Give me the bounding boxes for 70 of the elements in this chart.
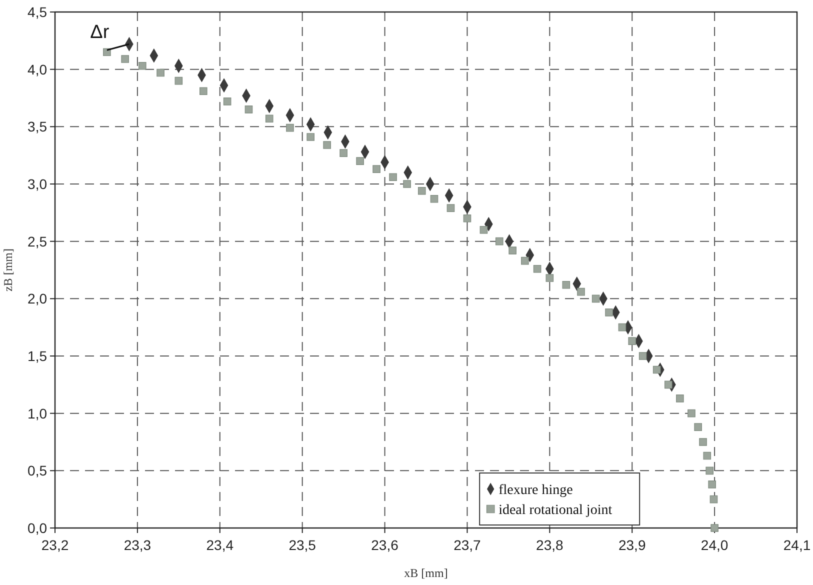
point xyxy=(694,423,702,431)
point xyxy=(480,226,488,234)
y-tick-label: 1,0 xyxy=(28,405,48,422)
point xyxy=(403,180,411,188)
point xyxy=(463,214,472,222)
x-tick-label: 23,6 xyxy=(371,537,399,553)
point xyxy=(121,55,129,63)
point xyxy=(562,281,570,289)
point xyxy=(664,380,672,389)
y-tick-label: 0,5 xyxy=(28,462,48,479)
point xyxy=(708,480,716,488)
point xyxy=(138,62,146,70)
point xyxy=(103,48,111,56)
x-tick-label: 24,0 xyxy=(700,537,728,553)
point xyxy=(306,133,314,141)
y-tick-label: 2,0 xyxy=(28,290,48,307)
point xyxy=(446,204,455,212)
point xyxy=(340,149,348,157)
point xyxy=(706,466,714,475)
point xyxy=(710,524,718,532)
x-tick-label: 24,1 xyxy=(783,537,811,553)
point xyxy=(521,256,529,265)
x-tick-label: 23,7 xyxy=(454,537,482,553)
point xyxy=(605,308,613,316)
point xyxy=(244,106,253,114)
y-tick-label: 1,5 xyxy=(28,348,48,364)
point xyxy=(676,394,684,402)
y-tick-label: 4,0 xyxy=(28,61,48,78)
point xyxy=(389,173,397,182)
point xyxy=(323,141,331,149)
x-tick-label: 23,3 xyxy=(124,537,152,553)
point xyxy=(418,186,426,195)
point xyxy=(638,352,647,360)
point xyxy=(223,98,232,106)
point xyxy=(703,452,712,460)
point xyxy=(628,337,636,345)
x-tick-label: 23,5 xyxy=(288,537,316,553)
point xyxy=(508,246,516,254)
x-tick-label: 23,2 xyxy=(41,537,69,553)
point xyxy=(710,495,718,504)
y-tick-label: 0,0 xyxy=(28,520,48,536)
point xyxy=(199,87,208,96)
point xyxy=(533,264,542,273)
point xyxy=(618,323,626,332)
point xyxy=(372,165,380,173)
y-tick-label: 3,5 xyxy=(28,118,48,135)
point xyxy=(430,195,438,203)
point xyxy=(592,294,600,303)
x-axis-title: xB [mm] xyxy=(404,566,448,580)
legend-label: flexure hinge xyxy=(498,483,573,498)
point xyxy=(156,68,164,77)
y-axis-title: zB [mm] xyxy=(1,248,15,292)
point xyxy=(286,124,294,132)
x-tick-label: 23,9 xyxy=(618,537,646,553)
y-tick-label: 4,5 xyxy=(28,4,48,20)
point xyxy=(652,366,661,374)
legend-label: ideal rotational joint xyxy=(498,503,612,518)
point xyxy=(265,114,274,123)
point xyxy=(546,274,554,282)
y-tick-label: 2,5 xyxy=(28,233,48,250)
point xyxy=(688,409,696,418)
point xyxy=(495,237,504,246)
point xyxy=(174,76,183,85)
x-tick-label: 23,4 xyxy=(206,537,234,553)
annotation: Δr xyxy=(90,22,110,44)
x-tick-label: 23,8 xyxy=(536,537,564,553)
y-tick-label: 3,0 xyxy=(28,176,48,192)
point xyxy=(356,157,364,165)
point xyxy=(577,288,585,296)
point xyxy=(699,438,707,446)
